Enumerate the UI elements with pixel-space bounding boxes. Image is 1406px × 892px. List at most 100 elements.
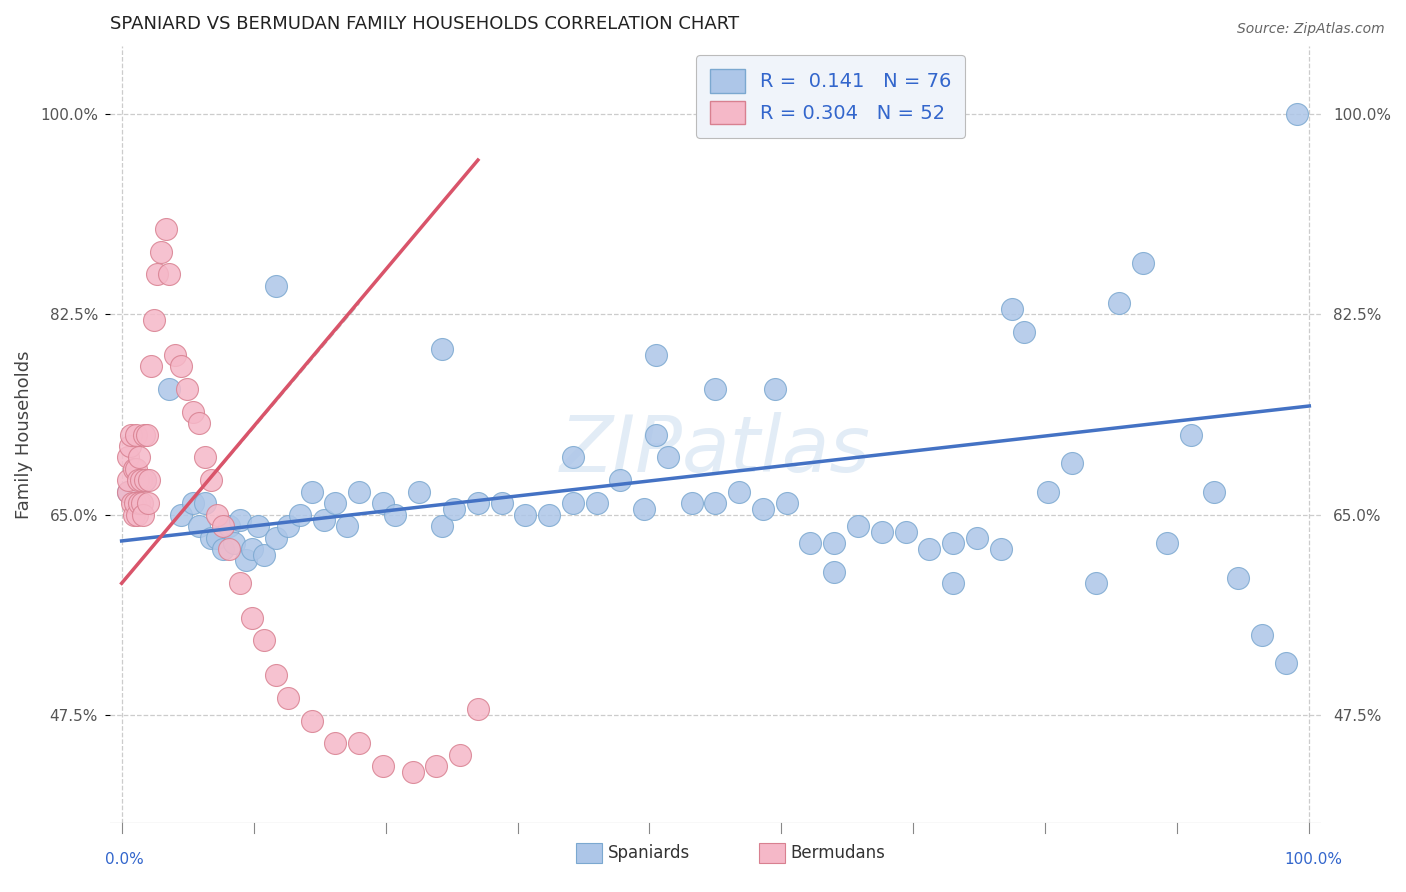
Point: [218, 519, 240, 533]
Point: [253, 548, 276, 562]
Y-axis label: Family Households: Family Households: [15, 351, 32, 519]
Point: [347, 484, 370, 499]
Text: 0.0%: 0.0%: [105, 852, 145, 867]
Point: [134, 427, 156, 442]
Point: [443, 502, 465, 516]
Point: [170, 508, 193, 522]
Point: [846, 519, 869, 533]
Point: [491, 496, 513, 510]
Point: [149, 244, 172, 259]
Point: [609, 473, 631, 487]
Point: [1001, 301, 1024, 316]
Point: [117, 450, 139, 465]
Point: [288, 508, 311, 522]
Point: [585, 496, 607, 510]
Point: [562, 496, 585, 510]
Point: [229, 513, 252, 527]
Point: [240, 610, 263, 624]
Point: [728, 484, 751, 499]
Point: [247, 519, 270, 533]
Point: [165, 347, 187, 361]
Point: [336, 519, 359, 533]
Point: [117, 473, 139, 487]
Point: [408, 484, 430, 499]
Point: [125, 462, 148, 476]
Point: [128, 496, 150, 510]
Point: [301, 484, 323, 499]
Point: [264, 531, 287, 545]
Point: [124, 496, 146, 510]
Point: [120, 427, 142, 442]
Point: [277, 690, 299, 705]
Point: [1204, 484, 1226, 499]
Point: [384, 508, 406, 522]
Point: [704, 496, 727, 510]
Text: Spaniards: Spaniards: [607, 844, 689, 862]
Point: [1156, 536, 1178, 550]
Point: [200, 531, 222, 545]
Point: [325, 736, 347, 750]
Point: [942, 536, 965, 550]
Point: [134, 473, 156, 487]
Point: [1060, 456, 1083, 470]
Point: [1180, 427, 1202, 442]
Point: [467, 702, 489, 716]
Point: [181, 405, 204, 419]
Point: [942, 576, 965, 591]
Point: [205, 531, 228, 545]
Text: ZIPatlas: ZIPatlas: [560, 412, 870, 488]
Point: [432, 519, 454, 533]
Point: [117, 484, 139, 499]
Point: [823, 536, 845, 550]
Point: [966, 531, 988, 545]
Point: [117, 484, 139, 499]
Point: [401, 764, 423, 779]
Point: [467, 496, 489, 510]
Point: [157, 382, 180, 396]
Point: [1250, 628, 1272, 642]
Point: [187, 519, 209, 533]
Point: [633, 502, 655, 516]
Point: [1286, 107, 1309, 121]
Point: [136, 496, 159, 510]
Point: [870, 524, 893, 539]
Point: [277, 519, 299, 533]
Point: [1084, 576, 1107, 591]
Point: [515, 508, 537, 522]
Point: [325, 496, 347, 510]
Point: [134, 473, 156, 487]
Point: [1274, 657, 1296, 671]
Point: [194, 450, 217, 465]
Point: [138, 473, 160, 487]
Point: [990, 541, 1012, 556]
Point: [224, 536, 246, 550]
Point: [211, 541, 233, 556]
Point: [449, 747, 471, 762]
Point: [371, 496, 394, 510]
Point: [894, 524, 917, 539]
Point: [562, 450, 585, 465]
Point: [347, 736, 370, 750]
Point: [371, 759, 394, 773]
Point: [125, 508, 148, 522]
Point: [235, 553, 257, 567]
Point: [1227, 570, 1250, 584]
Point: [1132, 256, 1154, 270]
Point: [776, 496, 799, 510]
Point: [253, 633, 276, 648]
Point: [657, 450, 679, 465]
Point: [645, 427, 668, 442]
Point: [1108, 296, 1130, 310]
Point: [125, 427, 148, 442]
Point: [118, 439, 141, 453]
Point: [538, 508, 561, 522]
Point: [918, 541, 941, 556]
Point: [146, 268, 169, 282]
Point: [128, 450, 150, 465]
Point: [264, 667, 287, 681]
Point: [704, 382, 727, 396]
Point: [200, 473, 222, 487]
Point: [205, 508, 228, 522]
Point: [121, 496, 143, 510]
Point: [799, 536, 821, 550]
